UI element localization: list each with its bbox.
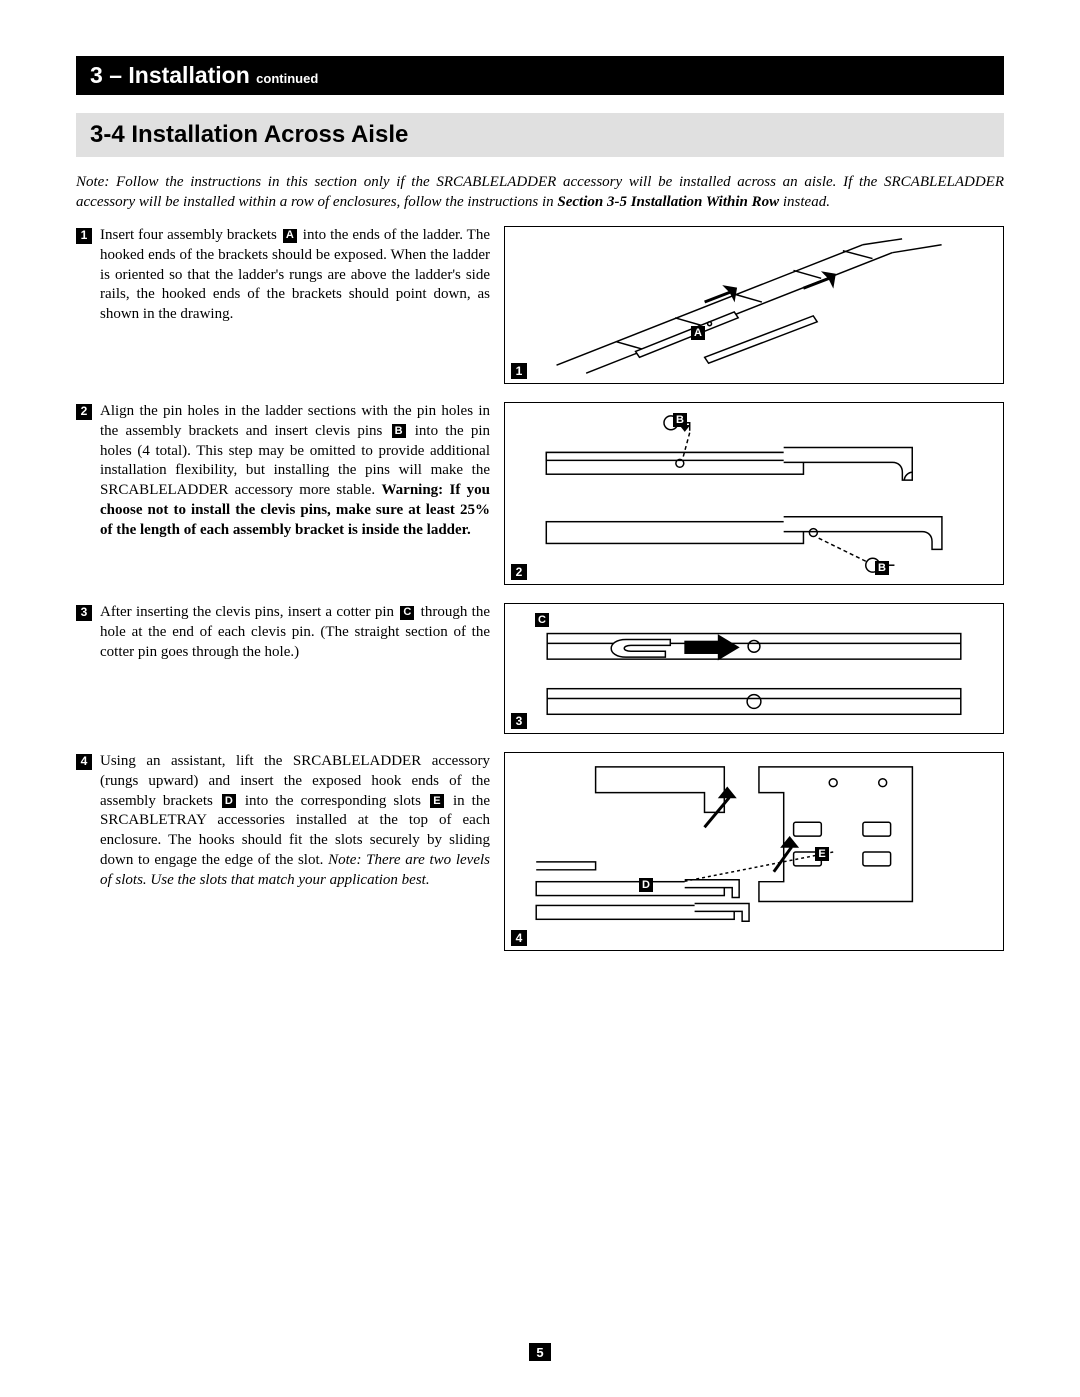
step-row-4: 4 Using an assistant, lift the SRCABLELA… [76,752,1004,951]
step-row-3: 3 After inserting the clevis pins, inser… [76,603,1004,734]
step-text-2: 2 Align the pin holes in the ladder sect… [76,402,490,541]
figure-1-svg [505,227,1003,383]
step-number-badge: 1 [76,228,92,244]
figure-1: A 1 [504,226,1004,384]
figure-label: 1 [511,363,527,379]
chapter-number: 3 [90,62,103,88]
figure-2-svg [505,403,1003,584]
step-row-2: 2 Align the pin holes in the ladder sect… [76,402,1004,585]
figure-4-svg [505,753,1003,950]
callout-E: E [815,847,829,861]
step-body: Using an assistant, lift the SRCABLELADD… [100,752,490,891]
inline-letter-box: E [430,794,444,808]
figure-label: 2 [511,564,527,580]
callout-B-bottom: B [875,561,889,575]
step-number-badge: 3 [76,605,92,621]
callout-C: C [535,613,549,627]
step-number-badge: 2 [76,404,92,420]
inline-letter-box: D [222,794,236,808]
step-text-3: 3 After inserting the clevis pins, inser… [76,603,490,662]
section-note: Note: Follow the instructions in this se… [76,173,1004,212]
figure-3: C 3 [504,603,1004,734]
chapter-suffix: continued [256,71,318,86]
inline-letter-box: B [392,424,406,438]
inline-letter-box: A [283,229,297,243]
callout-B-top: B [673,413,687,427]
inline-letter-box: C [400,606,414,620]
figure-2: B B 2 [504,402,1004,585]
callout-A: A [691,326,705,340]
figure-3-svg [505,604,1003,733]
figure-label: 4 [511,930,527,946]
step-row-1: 1 Insert four assembly brackets A into t… [76,226,1004,384]
step-text-1: 1 Insert four assembly brackets A into t… [76,226,490,325]
step-body: After inserting the clevis pins, insert … [100,603,490,662]
figure-label: 3 [511,713,527,729]
callout-D: D [639,878,653,892]
step-body: Align the pin holes in the ladder sectio… [100,402,490,541]
chapter-title: Installation [128,62,249,88]
step-number-badge: 4 [76,754,92,770]
step-body: Insert four assembly brackets A into the… [100,226,490,325]
step-text-4: 4 Using an assistant, lift the SRCABLELA… [76,752,490,891]
section-title: 3-4 Installation Across Aisle [76,113,1004,157]
chapter-header: 3 – Installation continued [76,56,1004,95]
figure-4: E D 4 [504,752,1004,951]
page-number: 5 [529,1343,551,1361]
